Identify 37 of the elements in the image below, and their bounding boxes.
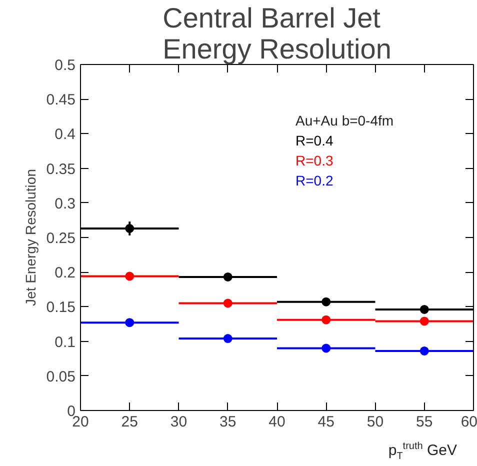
point [322,344,331,353]
y-axis-title: Jet Energy Resolution [22,169,38,306]
point [322,297,331,306]
x-axis-title: p$_{T}$$^{truth}$ GeV [388,440,457,464]
text: R=0.2 [296,172,334,188]
x-tick-label: 50 [366,414,384,430]
y-tick-label: 0.45 [46,92,76,109]
y-tick-label: 0.4 [54,126,76,144]
x-tick-label: 25 [121,414,138,430]
x-tick-label: 35 [220,414,236,430]
x-tick-label: 60 [460,414,477,430]
legend-title: Au+Au b=0-4fm [296,112,394,128]
x-tick-label: 30 [170,414,188,430]
point [223,298,232,308]
x-tick-label: 40 [268,414,286,430]
point [125,224,134,233]
x-tick-label: 45 [318,414,334,430]
y-tick-label: 0.2 [54,264,76,282]
y-tick-label: 0.15 [46,299,76,316]
point [322,315,331,324]
point [125,272,134,281]
y-tick-label: 0.3 [54,195,76,212]
point [223,334,232,344]
point [420,304,429,314]
point [420,316,429,326]
y-tick-label: 0.1 [54,334,76,351]
point [125,318,134,328]
point [223,272,232,282]
y-tick-label: 0.05 [46,368,76,386]
text: R=0.4 [296,132,334,148]
y-tick-label: 0.5 [54,57,76,74]
y-tick-label: 0.25 [46,230,76,247]
text: R=0.3 [296,152,334,168]
chart-title: Central Barrel Jet Energy Resolution [162,2,392,64]
point [420,346,429,356]
y-tick-label: 0.35 [46,160,76,178]
x-tick-label: 55 [416,414,433,430]
